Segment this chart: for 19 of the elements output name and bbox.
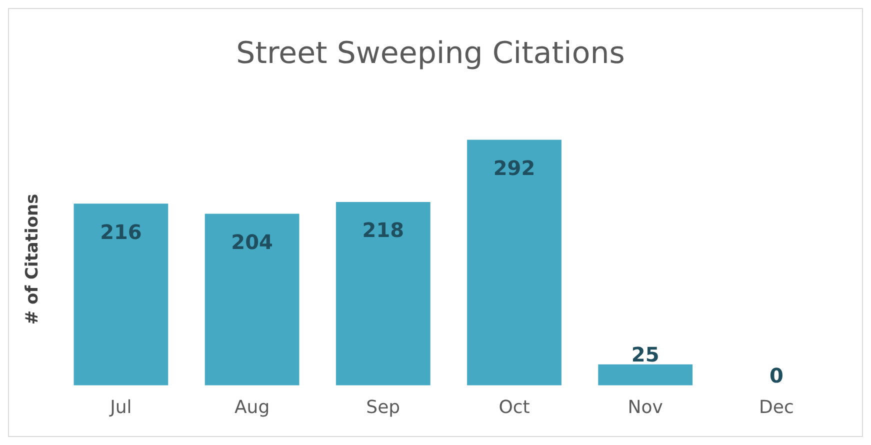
bar [598,364,693,386]
data-label: 292 [493,156,536,180]
x-tick-label: Sep [366,396,400,418]
data-label: 216 [100,220,142,244]
data-label: 25 [631,342,660,367]
bar [204,214,300,386]
bar [336,202,430,386]
data-label: 218 [362,218,404,242]
data-label: 0 [769,364,784,388]
bar [467,140,562,386]
x-tick-label: Dec [759,396,794,418]
y-axis-title: # of Citations [22,194,43,325]
x-tick-label: Jul [109,396,132,418]
x-tick-label: Oct [498,396,530,418]
bar [74,204,168,386]
chart-title: Street Sweeping Citations [236,36,625,71]
data-label: 204 [231,230,273,254]
x-tick-label: Nov [628,396,664,418]
x-tick-label: Aug [234,396,270,418]
